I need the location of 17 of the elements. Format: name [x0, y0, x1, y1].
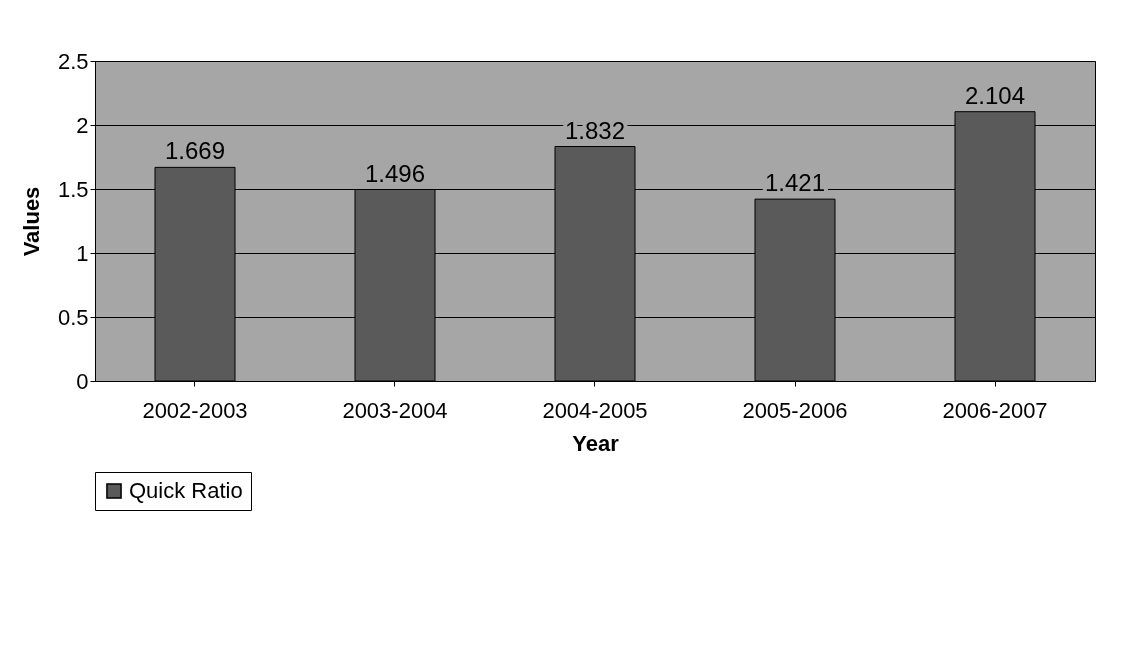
x-tick-label: 2004-2005 — [542, 397, 648, 423]
legend-label: Quick Ratio — [129, 478, 243, 503]
x-axis-title: Year — [572, 430, 620, 456]
data-label: 1.496 — [364, 159, 426, 187]
y-tick-label: 0 — [76, 368, 89, 394]
data-label: 2.104 — [964, 81, 1026, 109]
x-tick-label: 2006-2007 — [942, 397, 1048, 423]
data-label: 1.669 — [164, 137, 226, 165]
x-tick-label: 2005-2006 — [742, 397, 848, 423]
y-tick-label: 0.5 — [57, 304, 89, 330]
x-tick-label: 2003-2004 — [342, 397, 448, 423]
y-axis-title: Values — [18, 186, 44, 257]
y-tick-label: 1.5 — [57, 176, 89, 202]
y-tick-label: 1 — [76, 240, 89, 266]
x-tick-label: 2002-2003 — [142, 397, 248, 423]
y-tick-label: 2.5 — [57, 48, 89, 74]
y-tick-label: 2 — [76, 112, 89, 138]
